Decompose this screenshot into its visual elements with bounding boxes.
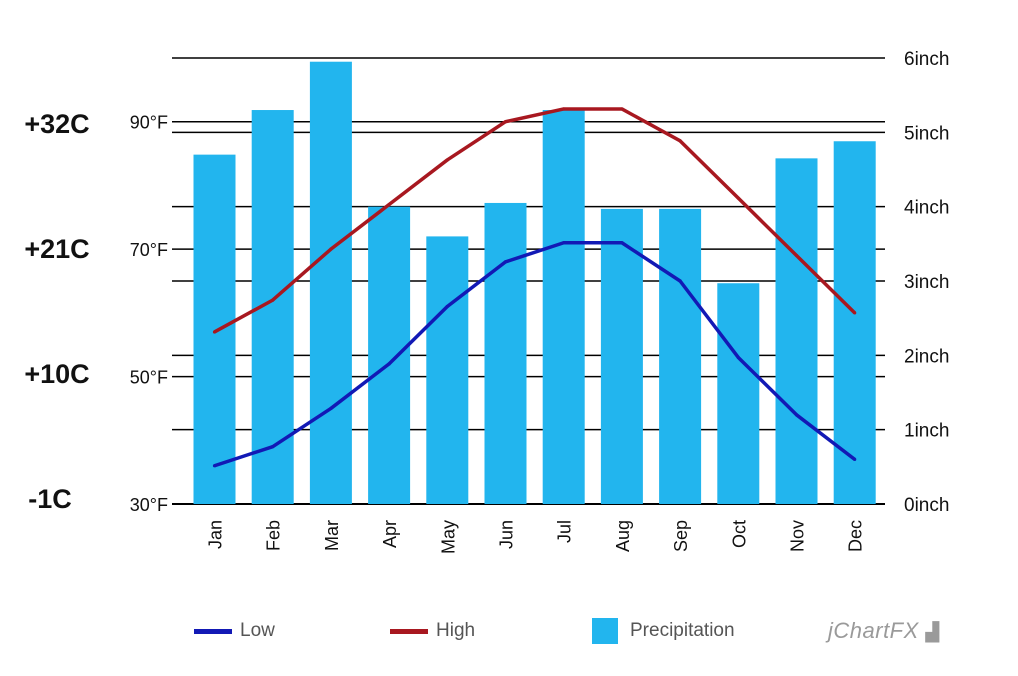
y-right-tick-1: 1inch bbox=[904, 421, 949, 442]
legend-low-swatch bbox=[194, 628, 232, 634]
line-high bbox=[213, 107, 856, 334]
bar-mar bbox=[309, 61, 352, 504]
brand-text: jChartFX bbox=[828, 618, 919, 643]
x-tick-oct: Oct bbox=[729, 520, 749, 548]
legend-high-swatch bbox=[390, 628, 428, 634]
point-high-apr bbox=[387, 202, 391, 207]
bar-nov bbox=[775, 158, 818, 504]
y-right-tick-6: 6inch bbox=[904, 49, 949, 70]
x-tick-mar: Mar bbox=[322, 520, 342, 551]
x-tick-jul: Jul bbox=[555, 520, 575, 543]
y-left-tick-0: 30°F bbox=[130, 495, 168, 515]
bar-sep bbox=[659, 208, 702, 504]
celsius-label-32: +32C bbox=[24, 109, 90, 139]
point-high-aug bbox=[620, 107, 624, 111]
legend-high: High bbox=[390, 616, 475, 646]
point-high-sep bbox=[678, 139, 682, 143]
point-low-feb bbox=[271, 445, 275, 449]
point-low-jul bbox=[562, 241, 566, 245]
y-right-tick-4: 4inch bbox=[904, 198, 949, 219]
y-right-tick-5: 5inch bbox=[904, 123, 949, 144]
line-low bbox=[213, 241, 856, 468]
x-tick-dec: Dec bbox=[846, 520, 866, 552]
x-tick-apr: Apr bbox=[380, 520, 400, 548]
point-low-nov bbox=[794, 413, 799, 417]
point-low-apr bbox=[387, 362, 391, 366]
point-high-jul bbox=[562, 107, 566, 111]
x-tick-jan: Jan bbox=[206, 520, 226, 549]
legend-high-label: High bbox=[436, 620, 476, 641]
point-low-dec bbox=[853, 457, 857, 461]
point-low-may bbox=[445, 304, 449, 309]
point-low-sep bbox=[678, 279, 682, 283]
axes: 30°F 50°F 70°F 90°F 0inch 1inch 2inch 3inch 4inc… bbox=[130, 49, 950, 554]
precipitation-bars bbox=[193, 61, 876, 505]
x-tick-may: May bbox=[438, 520, 458, 554]
celsius-label-10: +10C bbox=[24, 359, 90, 389]
bar-jun bbox=[484, 202, 527, 504]
point-low-aug bbox=[620, 241, 624, 245]
point-high-mar bbox=[329, 247, 333, 251]
y-left-tick-3: 90°F bbox=[130, 113, 168, 133]
x-tick-aug: Aug bbox=[613, 520, 633, 552]
y-left-tick-1: 50°F bbox=[130, 368, 168, 388]
point-low-oct bbox=[736, 355, 740, 360]
bar-may bbox=[426, 236, 469, 504]
x-tick-jun: Jun bbox=[497, 520, 517, 549]
celsius-label-21: +21C bbox=[24, 234, 90, 264]
point-low-mar bbox=[329, 406, 333, 411]
legend-precipitation-label: Precipitation bbox=[630, 620, 735, 641]
point-high-oct bbox=[736, 196, 740, 200]
x-tick-sep: Sep bbox=[671, 520, 691, 552]
bar-jan bbox=[193, 154, 236, 504]
y-right-tick-0: 0inch bbox=[904, 495, 949, 516]
point-high-nov bbox=[794, 253, 799, 258]
bar-apr bbox=[368, 206, 411, 504]
bar-aug bbox=[600, 208, 643, 504]
x-tick-feb: Feb bbox=[264, 520, 284, 551]
point-low-jun bbox=[503, 260, 508, 264]
bar-jul bbox=[542, 110, 585, 505]
point-high-jun bbox=[503, 120, 508, 124]
temperature-lines bbox=[212, 107, 857, 468]
bar-dec bbox=[833, 141, 876, 504]
x-tick-nov: Nov bbox=[788, 520, 808, 552]
legend-precipitation-swatch bbox=[592, 618, 618, 644]
point-low-jan bbox=[212, 464, 217, 468]
brand-logo: jChartFX ▟ bbox=[828, 618, 940, 644]
celsius-label-minus1: -1C bbox=[28, 484, 72, 514]
brand-icon: ▟ bbox=[925, 622, 940, 642]
y-right-tick-2: 2inch bbox=[904, 346, 949, 367]
legend-low: Low bbox=[194, 616, 275, 646]
bar-oct bbox=[717, 283, 760, 504]
point-high-feb bbox=[271, 298, 275, 302]
legend-precipitation: Precipitation bbox=[592, 616, 735, 646]
y-right-tick-3: 3inch bbox=[904, 272, 949, 293]
y-left-tick-2: 70°F bbox=[130, 240, 168, 260]
point-high-jan bbox=[212, 330, 217, 334]
legend-low-label: Low bbox=[240, 620, 275, 641]
point-high-may bbox=[445, 158, 449, 162]
point-high-dec bbox=[853, 311, 857, 315]
